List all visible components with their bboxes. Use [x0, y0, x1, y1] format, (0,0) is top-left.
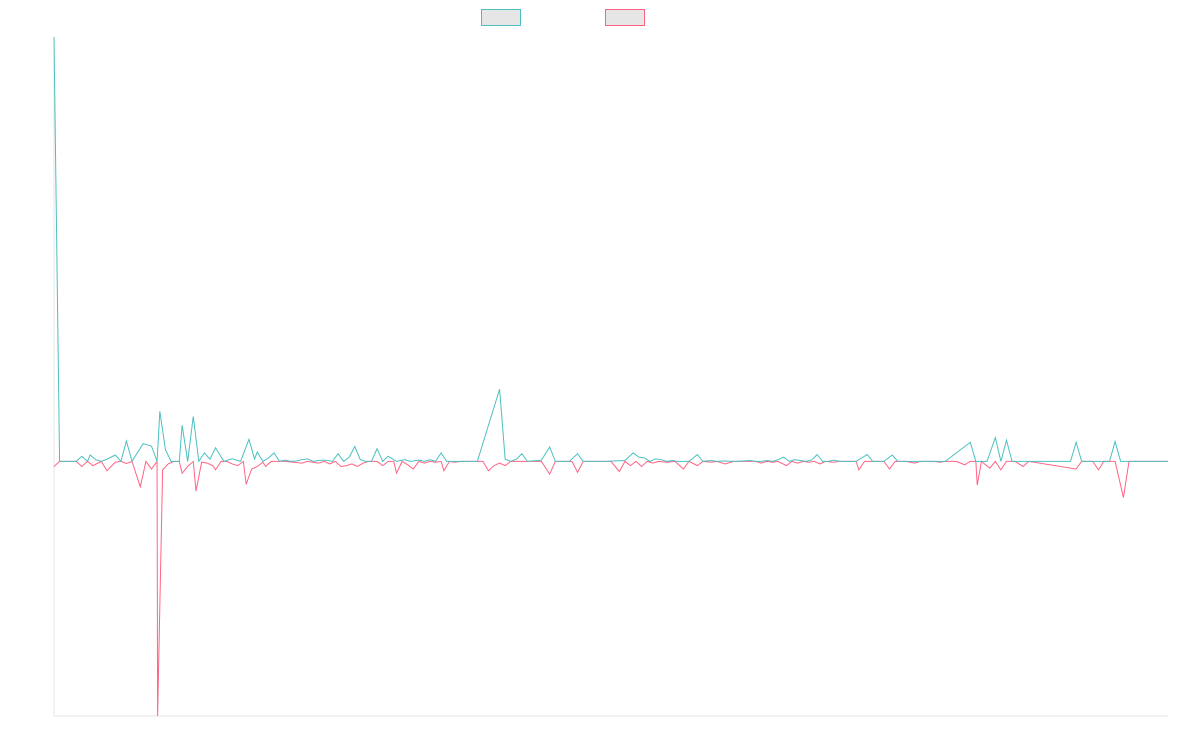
series-layer — [53, 36, 1168, 717]
axes — [53, 37, 1168, 717]
series-2-line — [53, 459, 1168, 717]
legend-item-1[interactable] — [481, 9, 521, 26]
legend-item-2[interactable] — [605, 9, 645, 26]
series-1-line — [53, 36, 1168, 463]
legend — [481, 9, 645, 26]
legend-swatch-2 — [605, 9, 645, 26]
legend-swatch-1 — [481, 9, 521, 26]
